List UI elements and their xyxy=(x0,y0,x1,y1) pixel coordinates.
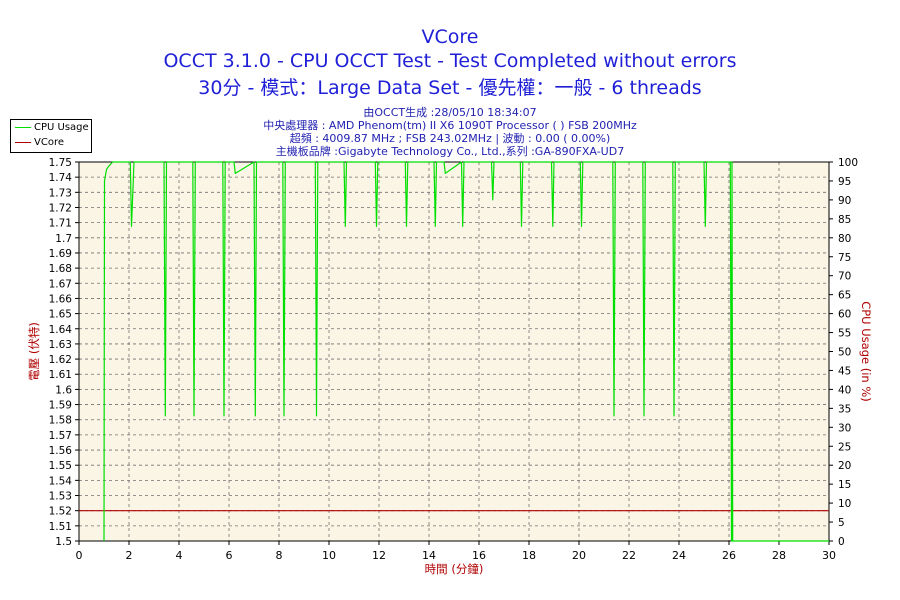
y2-tick-label: 15 xyxy=(838,479,851,491)
x-tick-label: 6 xyxy=(226,549,233,562)
y-tick-label: 1.61 xyxy=(49,369,72,381)
chart-legend: CPU Usage VCore xyxy=(10,119,92,153)
x-tick-label: 22 xyxy=(622,549,636,562)
plot-area xyxy=(79,162,829,541)
y-tick-label: 1.58 xyxy=(49,415,72,427)
y-tick-label: 1.75 xyxy=(49,157,72,169)
y-tick-label: 1.66 xyxy=(49,293,73,305)
y-tick-label: 1.65 xyxy=(49,309,72,321)
y2-tick-label: 90 xyxy=(838,195,851,207)
y2-tick-label: 45 xyxy=(838,365,851,377)
x-tick-label: 4 xyxy=(176,549,183,562)
y2-tick-label: 55 xyxy=(838,328,851,340)
legend-item-vcore: VCore xyxy=(11,135,91,150)
info-generated: 由OCCT生成 :28/05/10 18:34:07 xyxy=(363,106,537,119)
y-tick-label: 1.54 xyxy=(49,475,73,487)
y-tick-label: 1.73 xyxy=(49,187,72,199)
y2-tick-label: 70 xyxy=(838,271,851,283)
y2-tick-label: 75 xyxy=(838,252,851,264)
info-overclock: 超頻 : 4009.87 MHz ; FSB 243.02MHz | 波動 : … xyxy=(289,132,611,145)
y-tick-label: 1.62 xyxy=(49,354,72,366)
y2-tick-label: 65 xyxy=(838,290,851,302)
x-tick-label: 18 xyxy=(522,549,536,562)
x-tick-label: 28 xyxy=(772,549,786,562)
chart-subtitle-test: OCCT 3.1.0 - CPU OCCT Test - Test Comple… xyxy=(163,50,737,72)
y-tick-label: 1.51 xyxy=(49,521,72,533)
y2-tick-label: 35 xyxy=(838,403,851,415)
y-tick-label: 1.52 xyxy=(49,506,72,518)
x-tick-label: 16 xyxy=(472,549,486,562)
legend-item-cpu-usage: CPU Usage xyxy=(11,120,91,135)
y-tick-label: 1.5 xyxy=(55,536,72,548)
x-tick-label: 12 xyxy=(372,549,386,562)
y-tick-label: 1.53 xyxy=(49,491,72,503)
x-tick-label: 2 xyxy=(126,549,133,562)
y-tick-label: 1.67 xyxy=(49,278,72,290)
y-tick-label: 1.71 xyxy=(49,218,72,230)
y-tick-label: 1.63 xyxy=(49,339,72,351)
y2-tick-label: 80 xyxy=(838,233,851,245)
y2-tick-label: 60 xyxy=(838,309,851,321)
y-tick-label: 1.64 xyxy=(49,324,73,336)
y2-tick-label: 100 xyxy=(838,157,858,169)
y-tick-label: 1.72 xyxy=(49,202,72,214)
y-tick-label: 1.56 xyxy=(49,445,73,457)
y2-tick-label: 95 xyxy=(838,176,851,188)
y-tick-label: 1.7 xyxy=(55,233,72,245)
x-tick-label: 0 xyxy=(76,549,83,562)
legend-swatch-cpu-usage xyxy=(15,127,31,128)
y-tick-label: 1.57 xyxy=(49,430,72,442)
x-tick-label: 26 xyxy=(722,549,736,562)
x-tick-label: 14 xyxy=(422,549,436,562)
y-tick-label: 1.69 xyxy=(49,248,72,260)
y2-tick-label: 30 xyxy=(838,422,851,434)
x-tick-label: 30 xyxy=(822,549,836,562)
x-tick-label: 8 xyxy=(276,549,283,562)
y2-tick-label: 20 xyxy=(838,460,851,472)
x-tick-label: 20 xyxy=(572,549,586,562)
y2-tick-label: 10 xyxy=(838,498,851,510)
y-tick-label: 1.74 xyxy=(49,172,73,184)
chart-subtitle-mode: 30分 - 模式：Large Data Set - 優先權：一般 - 6 thr… xyxy=(198,77,702,99)
y2-axis-label: CPU Usage (in %) xyxy=(859,301,873,402)
y-tick-label: 1.59 xyxy=(49,400,72,412)
y-tick-label: 1.55 xyxy=(49,460,72,472)
chart-title: VCore xyxy=(421,26,479,48)
y2-tick-label: 40 xyxy=(838,384,851,396)
x-tick-label: 10 xyxy=(322,549,336,562)
y-axis-label: 電壓 (伏特) xyxy=(27,322,41,381)
info-motherboard: 主機板品牌 :Gigabyte Technology Co., Ltd.,系列 … xyxy=(275,145,625,158)
y2-tick-label: 50 xyxy=(838,347,851,359)
y-tick-label: 1.68 xyxy=(49,263,72,275)
y2-tick-label: 85 xyxy=(838,214,851,226)
y-tick-label: 1.6 xyxy=(55,384,72,396)
x-axis-label: 時間 (分鐘) xyxy=(425,562,484,576)
x-tick-label: 24 xyxy=(672,549,686,562)
series-line-cpu-usage xyxy=(103,161,829,542)
y2-tick-label: 25 xyxy=(838,441,851,453)
y2-tick-label: 5 xyxy=(838,517,845,529)
legend-label-vcore: VCore xyxy=(34,137,64,148)
legend-label-cpu-usage: CPU Usage xyxy=(34,122,89,133)
y2-tick-label: 0 xyxy=(838,536,845,548)
info-cpu: 中央處理器 : AMD Phenom(tm) II X6 1090T Proce… xyxy=(263,119,637,132)
legend-swatch-vcore xyxy=(15,142,31,143)
